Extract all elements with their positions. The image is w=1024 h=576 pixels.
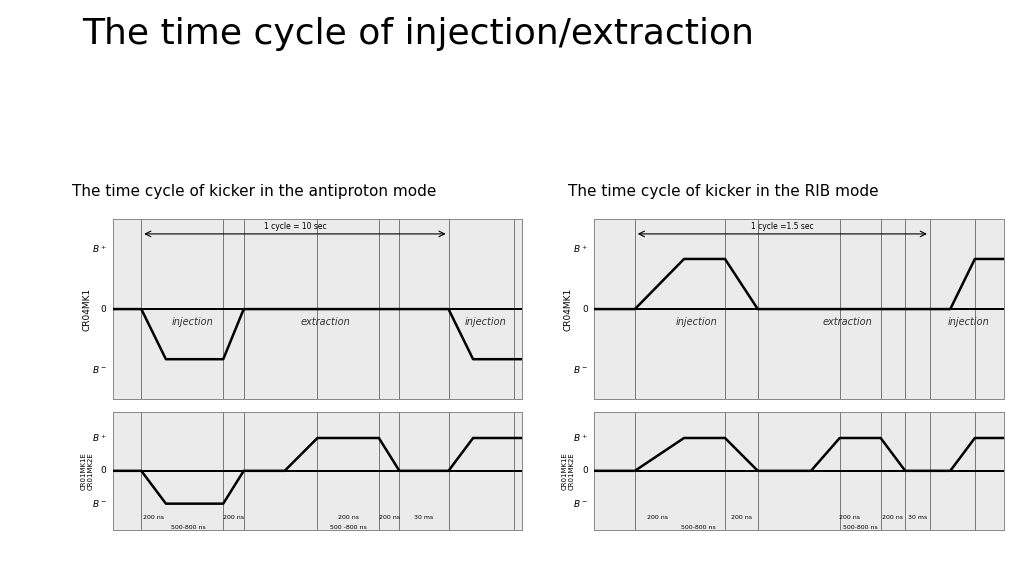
Text: injection: injection <box>172 317 213 327</box>
Text: The time cycle of injection/extraction: The time cycle of injection/extraction <box>82 17 754 51</box>
Text: CR01MK1E
CR01MK2E: CR01MK1E CR01MK2E <box>81 452 93 490</box>
Text: $B^-$: $B^-$ <box>573 498 588 509</box>
Text: 500-800 ns: 500-800 ns <box>171 525 206 530</box>
Text: $B^+$: $B^+$ <box>92 243 106 255</box>
Text: 200 ns: 200 ns <box>647 515 668 520</box>
Text: 500-800 ns: 500-800 ns <box>843 525 878 530</box>
Text: CR04MK1: CR04MK1 <box>83 287 91 331</box>
Text: 500-800 ns: 500-800 ns <box>681 525 716 530</box>
Text: $B^-$: $B^-$ <box>573 363 588 375</box>
Text: $B^-$: $B^-$ <box>92 498 106 509</box>
Text: $B^+$: $B^+$ <box>573 243 588 255</box>
Text: injection: injection <box>465 317 506 327</box>
Text: 0: 0 <box>582 305 588 313</box>
Text: CR01MK1E
CR01MK2E: CR01MK1E CR01MK2E <box>562 452 574 490</box>
Text: 30 ms: 30 ms <box>908 515 927 520</box>
Text: 200 ns: 200 ns <box>731 515 752 520</box>
Text: extraction: extraction <box>301 317 350 327</box>
Text: extraction: extraction <box>823 317 872 327</box>
Text: 1 cycle = 10 sec: 1 cycle = 10 sec <box>263 222 327 232</box>
Text: The time cycle of kicker in the antiproton mode: The time cycle of kicker in the antiprot… <box>72 184 436 199</box>
Text: $B^-$: $B^-$ <box>92 363 106 375</box>
Text: 200 ns: 200 ns <box>223 515 244 520</box>
Text: $B^+$: $B^+$ <box>92 432 106 444</box>
Text: injection: injection <box>676 317 717 327</box>
Text: 200 ns: 200 ns <box>883 515 903 520</box>
Text: 200 ns: 200 ns <box>338 515 358 520</box>
Text: 200 ns: 200 ns <box>379 515 399 520</box>
Text: 500 -800 ns: 500 -800 ns <box>330 525 367 530</box>
Text: injection: injection <box>948 317 989 327</box>
Text: $B^+$: $B^+$ <box>573 432 588 444</box>
Text: 30 ms: 30 ms <box>415 515 433 520</box>
Text: 200 ns: 200 ns <box>840 515 860 520</box>
Text: 0: 0 <box>582 467 588 475</box>
Text: 0: 0 <box>100 467 106 475</box>
Text: 0: 0 <box>100 305 106 313</box>
Text: CR04MK1: CR04MK1 <box>564 287 572 331</box>
Text: The time cycle of kicker in the RIB mode: The time cycle of kicker in the RIB mode <box>568 184 879 199</box>
Text: 1 cycle =1.5 sec: 1 cycle =1.5 sec <box>751 222 814 232</box>
Text: 200 ns: 200 ns <box>143 515 164 520</box>
